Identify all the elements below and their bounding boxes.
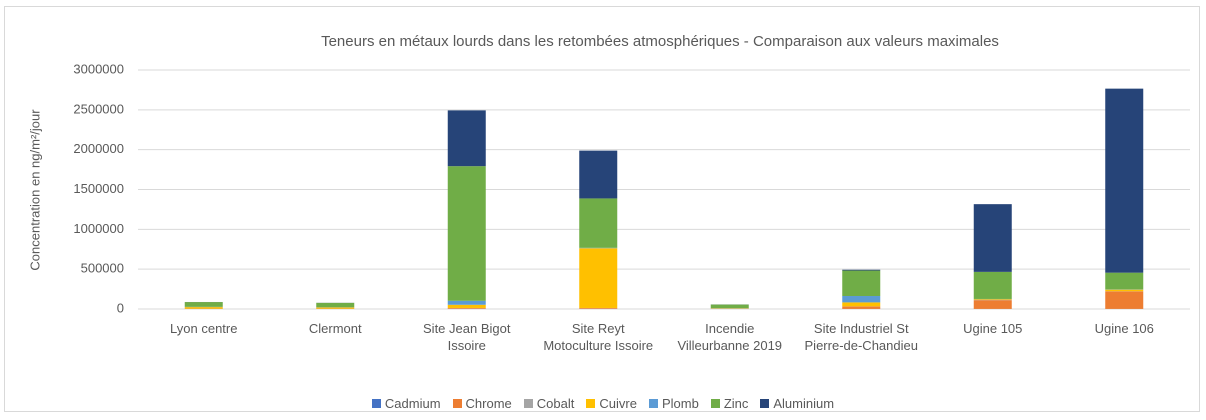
x-tick-label: Site Industriel St Pierre-de-Chandieu (804, 321, 918, 353)
bar-segment (316, 302, 355, 308)
legend-item: Zinc (710, 396, 749, 411)
bar-segment (447, 308, 486, 309)
chart-border (4, 6, 1200, 412)
legend-item: Chrome (452, 396, 512, 411)
x-tick-label: Clermont (308, 321, 362, 336)
bar-segment (1105, 88, 1144, 273)
y-tick-label: 1500000 (73, 181, 124, 196)
y-tick-label: 3000000 (73, 61, 124, 76)
x-tick-label: Lyon centre (170, 321, 238, 336)
bar-segment (579, 150, 618, 199)
bar-segment (842, 296, 881, 303)
y-tick-label: 1000000 (73, 221, 124, 236)
bar-segment (1105, 289, 1144, 292)
legend: Cadmium Chrome Cobalt Cuivre Plomb Zinc Alumin… (0, 396, 1206, 411)
legend-swatch (371, 399, 381, 408)
bar-segment (710, 304, 749, 309)
legend-label: Cadmium (384, 396, 441, 411)
bar-segment (447, 166, 486, 301)
bar-segment (447, 304, 486, 308)
bar-segment (184, 307, 223, 309)
bar-segment (973, 300, 1012, 309)
legend-item: Aluminium (760, 396, 834, 411)
legend-swatch (648, 399, 658, 408)
y-tick-label: 0 (117, 300, 124, 315)
bar-segment (579, 248, 618, 308)
bar-segment (1105, 272, 1144, 290)
legend-item: Cuivre (586, 396, 637, 411)
bar-segment (973, 299, 1012, 300)
bar-segment (447, 110, 486, 167)
legend-label: Cobalt (536, 396, 575, 411)
bar-segment (316, 307, 355, 309)
legend-label: Aluminium (773, 396, 835, 411)
y-axis-label: Concentration en ng/m²/jour (27, 109, 42, 271)
y-tick-label: 2000000 (73, 141, 124, 156)
legend-label: Chrome (465, 396, 512, 411)
bar-segment (447, 300, 486, 305)
bar-segment (973, 204, 1012, 272)
chart-title: Teneurs en métaux lourds dans les retomb… (321, 33, 999, 50)
legend-item: Cadmium (371, 396, 441, 411)
x-tick-label: Ugine 106 (1094, 321, 1154, 336)
legend-item: Plomb (648, 396, 699, 411)
legend-label: Plomb (661, 396, 699, 411)
bar-segment (973, 271, 1012, 299)
bar-segment (579, 198, 618, 248)
legend-label: Zinc (723, 396, 749, 411)
legend-swatch (523, 399, 533, 408)
bar-segment (842, 302, 881, 307)
bar-segment (1105, 291, 1144, 309)
bar-segment (842, 306, 881, 309)
legend-swatch (710, 399, 720, 408)
y-tick-label: 500000 (81, 261, 124, 276)
bar-segment (842, 270, 881, 297)
x-tick-label: Ugine 105 (963, 321, 1023, 336)
x-tick-label: Incendie Villeurbanne 2019 (677, 321, 783, 353)
legend-swatch (586, 399, 596, 408)
legend-swatch (452, 399, 462, 408)
x-tick-label: Site Reyt Motoculture Issoire (543, 321, 654, 353)
y-tick-label: 2500000 (73, 101, 124, 116)
x-tick-label: Site Jean Bigot Issoire (423, 321, 511, 353)
legend-label: Cuivre (599, 396, 637, 411)
bar-segment (842, 269, 881, 271)
bar-segment (579, 308, 618, 309)
legend-swatch (760, 399, 770, 408)
bar-segment (184, 302, 223, 307)
legend-item: Cobalt (523, 396, 575, 411)
